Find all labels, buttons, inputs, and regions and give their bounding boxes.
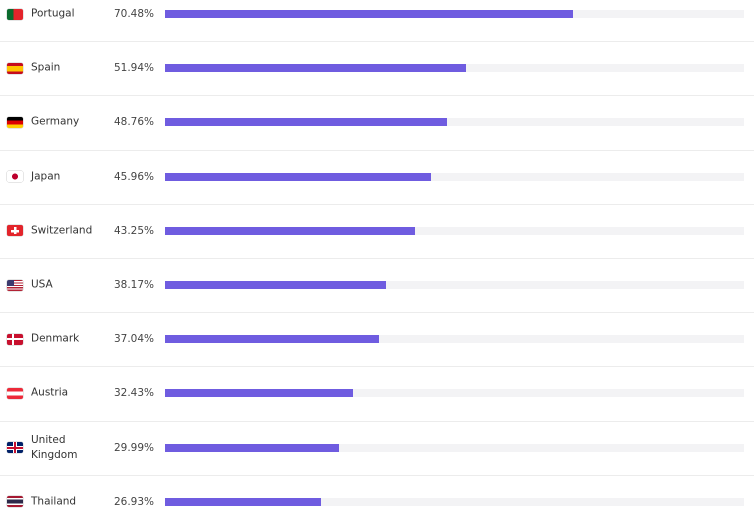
flag-icon — [7, 279, 23, 291]
bar-track — [165, 335, 744, 344]
bar-track — [165, 172, 744, 181]
row-divider — [0, 474, 754, 476]
country-name: Portugal — [31, 7, 75, 20]
country-name: Spain — [31, 61, 61, 74]
country-name: Germany — [31, 115, 80, 128]
country-name: Japan — [31, 170, 61, 183]
flag-icon — [7, 62, 23, 74]
country-name: Thailand — [31, 495, 77, 508]
flag-icon — [7, 387, 23, 399]
flag-icon — [7, 8, 23, 20]
flag-icon — [7, 116, 23, 128]
flag-icon — [7, 442, 23, 454]
row-divider — [0, 203, 754, 205]
value-label: 38.17% — [113, 279, 154, 291]
flag-icon — [7, 496, 23, 508]
row-divider — [0, 257, 754, 259]
bar-track — [165, 64, 744, 73]
flag-icon — [7, 171, 23, 183]
country-name: Austria — [31, 386, 69, 399]
bar — [165, 389, 353, 398]
value-label: 29.99% — [113, 441, 154, 454]
value-label: 45.96% — [113, 170, 154, 183]
row-divider — [0, 366, 754, 368]
bar-track — [165, 281, 744, 289]
bar — [165, 10, 574, 18]
value-label: 43.25% — [113, 224, 154, 237]
value-label: 26.93% — [113, 495, 154, 508]
value-label: 48.76% — [113, 116, 154, 129]
bar — [165, 118, 448, 127]
bar-track — [165, 10, 744, 18]
row-divider — [0, 149, 754, 151]
flag-icon — [7, 333, 23, 345]
country-name: Switzerland — [31, 224, 93, 237]
value-label: 37.04% — [113, 333, 154, 346]
value-label: 70.48% — [113, 8, 154, 20]
bar — [165, 335, 380, 344]
country-name: USA — [31, 278, 53, 291]
row-divider — [0, 312, 754, 314]
row-divider — [0, 41, 754, 43]
value-label: 32.43% — [113, 387, 154, 400]
bar — [165, 64, 466, 73]
bar-track — [165, 443, 744, 452]
bar — [165, 443, 339, 452]
flag-icon — [7, 225, 23, 237]
bar-track — [165, 389, 744, 398]
bar-track — [165, 118, 744, 127]
country-name: Denmark — [31, 332, 80, 345]
bar — [165, 497, 321, 506]
bar-track — [165, 497, 744, 506]
row-divider — [0, 95, 754, 97]
bar — [165, 226, 416, 235]
row-divider — [0, 420, 754, 422]
bar — [165, 281, 386, 289]
bar-track — [165, 226, 744, 235]
bar — [165, 172, 432, 181]
value-label: 51.94% — [113, 62, 154, 75]
country-name: United Kingdom — [31, 433, 78, 461]
